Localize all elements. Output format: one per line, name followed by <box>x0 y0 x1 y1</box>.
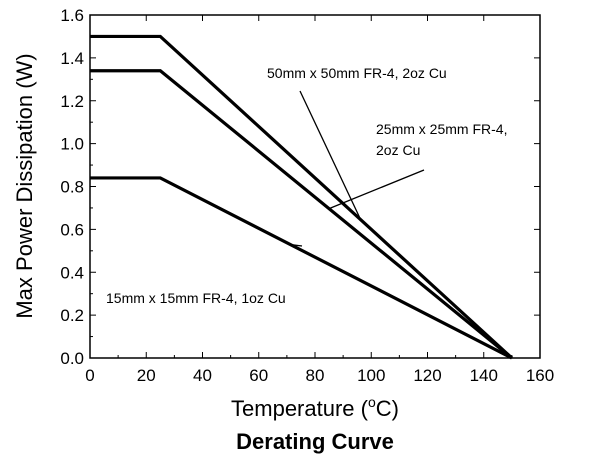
y-tick-label: 0.4 <box>60 263 84 282</box>
series-line-1 <box>90 34 513 360</box>
y-tick-label: 0.2 <box>60 306 84 325</box>
x-tick-label: 80 <box>306 366 325 385</box>
annotation-label-2: 25mm x 25mm FR-4, <box>376 121 507 137</box>
y-tick-label: 1.0 <box>60 135 84 154</box>
x-axis-title-suffix: C) <box>376 396 399 421</box>
annotation-label-1: 50mm x 50mm FR-4, 2oz Cu <box>267 65 447 81</box>
x-tick-label: 0 <box>85 366 94 385</box>
annotation-label-2: 2oz Cu <box>376 142 420 158</box>
x-tick-label: 160 <box>526 366 554 385</box>
annotation-leader-2 <box>328 169 425 210</box>
y-tick-label: 0.6 <box>60 220 84 239</box>
series-line-3 <box>90 176 513 360</box>
series-line-2 <box>90 69 513 360</box>
y-tick-label: 1.4 <box>60 49 84 68</box>
degree-superscript: o <box>368 394 376 410</box>
y-tick-label: 1.6 <box>60 6 84 25</box>
x-tick-label: 20 <box>137 366 156 385</box>
series-layer <box>90 34 513 360</box>
x-tick-label: 40 <box>193 366 212 385</box>
y-tick-label: 1.2 <box>60 92 84 111</box>
annotation-leader-3 <box>290 243 303 247</box>
x-tick-label: 100 <box>357 366 385 385</box>
annotation-leader-1 <box>299 90 362 221</box>
annotation-layer: 50mm x 50mm FR-4, 2oz Cu 25mm x 25mm FR-4… <box>106 65 507 306</box>
y-tick-label: 0.8 <box>60 178 84 197</box>
y-axis-title: Max Power Dissipation (W) <box>12 53 37 318</box>
annotation-label-3: 15mm x 15mm FR-4, 1oz Cu <box>106 290 286 306</box>
x-axis-title-prefix: Temperature ( <box>231 396 369 421</box>
x-axis-title: Temperature (oC) <box>231 394 399 421</box>
x-tick-label: 140 <box>470 366 498 385</box>
axis-ticks: 0 20 40 60 80 100 120 140 160 0.0 0.2 0.4 0.6 0.8 1.0 1… <box>60 6 554 385</box>
y-tick-label: 0.0 <box>60 349 84 368</box>
x-tick-label: 60 <box>249 366 268 385</box>
x-tick-label: 120 <box>413 366 441 385</box>
chart-title: Derating Curve <box>236 429 394 454</box>
